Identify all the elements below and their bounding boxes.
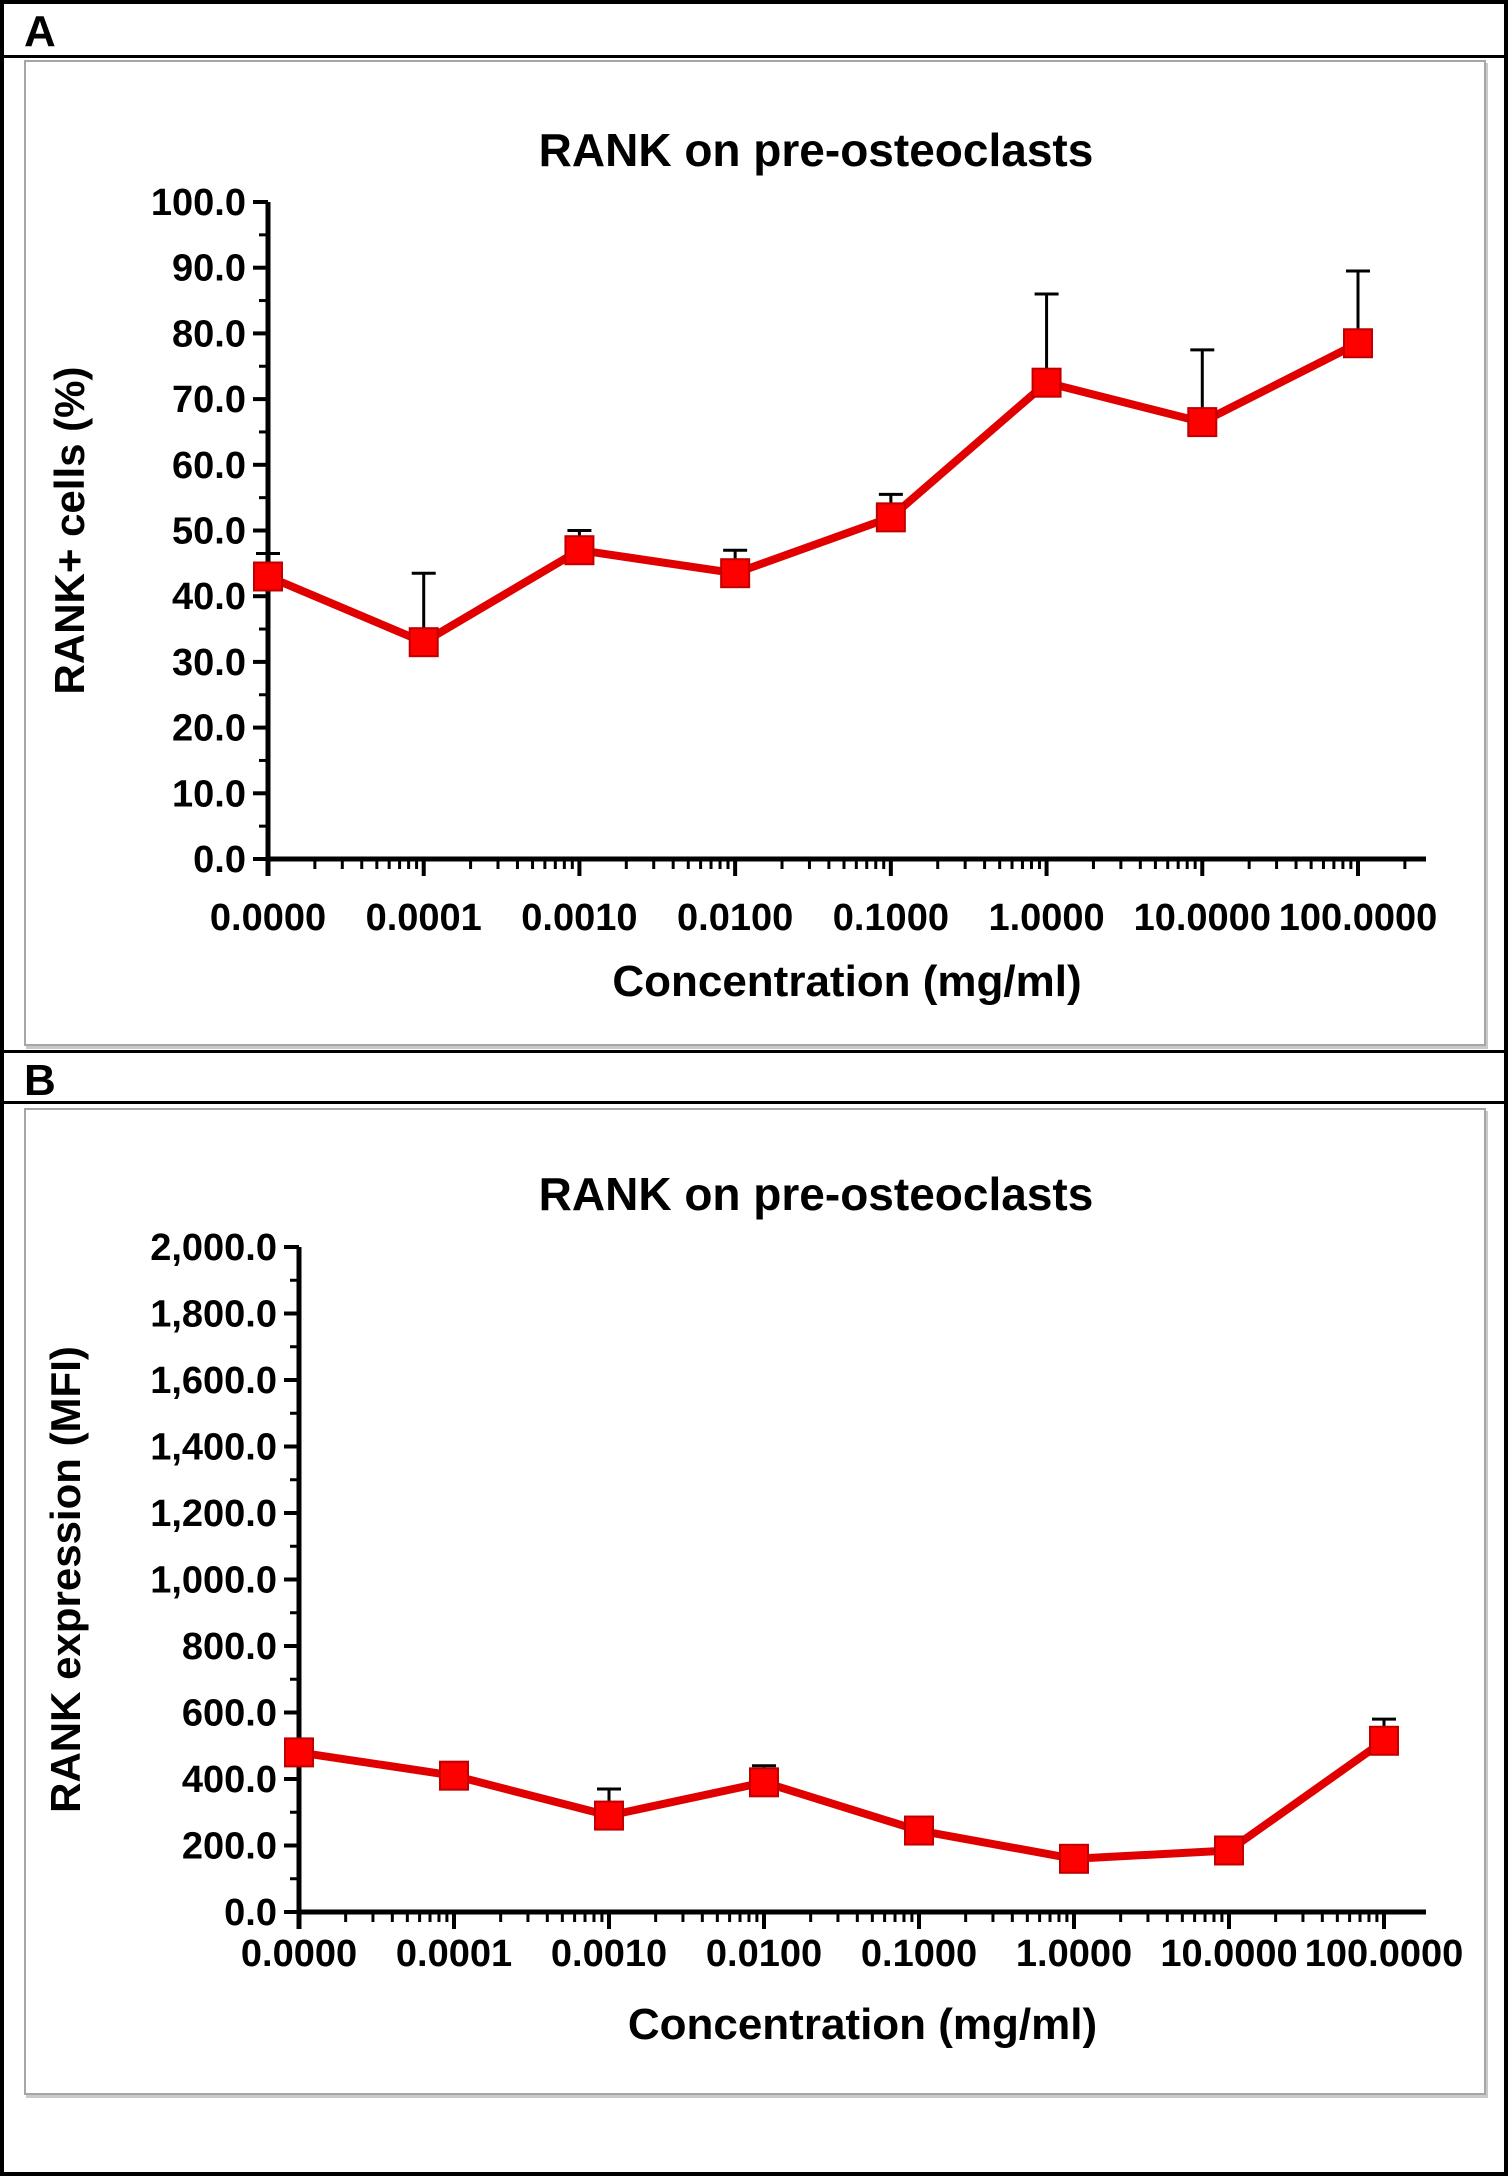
y-tick-label: 60.0 bbox=[172, 445, 246, 487]
data-point-marker bbox=[1059, 1843, 1089, 1874]
y-tick-label: 1,000.0 bbox=[150, 1560, 277, 1602]
y-tick-label: 1,200.0 bbox=[150, 1493, 277, 1535]
x-tick-label: 0.1000 bbox=[861, 1933, 977, 1975]
y-tick-label: 90.0 bbox=[172, 248, 246, 290]
panel-b-bottom-divider-line bbox=[0, 1101, 1508, 1104]
x-tick-label: 100.0000 bbox=[1279, 897, 1438, 939]
panel-b-chart: RANK on pre-osteoclasts 0.0 200.0 400.0 600.… bbox=[42, 1168, 1464, 2049]
y-axis-title: RANK+ cells (%) bbox=[46, 367, 93, 695]
panel-a-divider-line bbox=[0, 55, 1508, 58]
x-tick-label: 10.0000 bbox=[1160, 1933, 1297, 1975]
data-line bbox=[264, 339, 1362, 647]
y-tick-label: 0.0 bbox=[193, 839, 246, 881]
x-tick-label: 0.0001 bbox=[396, 1933, 512, 1975]
y-tick-label: 2,000.0 bbox=[150, 1227, 277, 1269]
data-point-marker bbox=[408, 627, 439, 658]
data-point-marker bbox=[1031, 367, 1062, 398]
y-tick-label: 30.0 bbox=[172, 642, 246, 684]
y-tick-label: 1,400.0 bbox=[150, 1427, 277, 1469]
chart-title: RANK on pre-osteoclasts bbox=[539, 124, 1094, 176]
y-tick-label: 40.0 bbox=[172, 576, 246, 618]
data-line bbox=[295, 1736, 1388, 1863]
data-point-marker bbox=[1343, 328, 1373, 359]
data-point-marker bbox=[284, 1737, 314, 1768]
y-tick-label: 50.0 bbox=[172, 511, 246, 553]
data-point-marker bbox=[904, 1815, 934, 1846]
x-tick-label: 10.0000 bbox=[1134, 897, 1271, 939]
y-tick-label: 10.0 bbox=[172, 773, 246, 815]
y-tick-label: 70.0 bbox=[172, 379, 246, 421]
y-tick-label: 20.0 bbox=[172, 708, 246, 750]
y-tick-label: 100.0 bbox=[151, 182, 246, 224]
y-tick-label: 600.0 bbox=[182, 1693, 277, 1735]
panel-a-label: A bbox=[24, 7, 56, 56]
data-point-marker bbox=[1369, 1725, 1399, 1756]
data-point-marker bbox=[253, 561, 283, 592]
y-tick-label: 1,600.0 bbox=[150, 1360, 277, 1402]
data-point-marker bbox=[439, 1760, 469, 1791]
data-point-marker bbox=[720, 558, 751, 589]
panel-a-chart: RANK on pre-osteoclasts 0.0 10.0 20.0 30.0 40… bbox=[46, 124, 1438, 1006]
x-axis-title: Concentration (mg/ml) bbox=[612, 957, 1081, 1006]
y-tick-label: 400.0 bbox=[182, 1759, 277, 1801]
data-point-marker bbox=[594, 1800, 624, 1831]
y-tick-label: 800.0 bbox=[182, 1626, 277, 1668]
x-axis-title: Concentration (mg/ml) bbox=[628, 2000, 1097, 2049]
x-tick-label: 0.0000 bbox=[210, 897, 326, 939]
x-tick-label: 100.0000 bbox=[1305, 1933, 1464, 1975]
x-tick-label: 0.0001 bbox=[366, 897, 482, 939]
data-point-marker bbox=[1187, 407, 1218, 438]
y-tick-label: 1,800.0 bbox=[150, 1294, 277, 1336]
x-tick-label: 0.0000 bbox=[241, 1933, 357, 1975]
data-point-marker bbox=[875, 502, 906, 533]
chart-title: RANK on pre-osteoclasts bbox=[539, 1168, 1094, 1220]
y-tick-label: 0.0 bbox=[224, 1892, 277, 1934]
data-point-marker bbox=[1214, 1835, 1244, 1866]
x-tick-label: 0.0010 bbox=[551, 1933, 667, 1975]
x-tick-label: 0.0100 bbox=[677, 897, 793, 939]
data-point-marker bbox=[564, 535, 595, 566]
panel-a-container: RANK on pre-osteoclasts 0.0 10.0 20.0 30.0 40… bbox=[24, 60, 1486, 1046]
x-tick-label: 0.0010 bbox=[521, 897, 637, 939]
data-point-marker bbox=[749, 1767, 779, 1798]
y-tick-label: 200.0 bbox=[182, 1826, 277, 1868]
y-tick-label: 80.0 bbox=[172, 313, 246, 355]
panel-b-container: RANK on pre-osteoclasts 0.0 200.0 400.0 600.… bbox=[24, 1108, 1486, 2095]
x-tick-label: 1.0000 bbox=[988, 897, 1104, 939]
x-tick-label: 0.0100 bbox=[706, 1933, 822, 1975]
x-tick-label: 0.1000 bbox=[833, 897, 949, 939]
x-tick-label: 1.0000 bbox=[1016, 1933, 1132, 1975]
panel-b-label: B bbox=[24, 1056, 56, 1105]
y-axis-title: RANK expression (MFI) bbox=[42, 1346, 89, 1813]
panel-b-top-divider-line bbox=[0, 1050, 1508, 1053]
